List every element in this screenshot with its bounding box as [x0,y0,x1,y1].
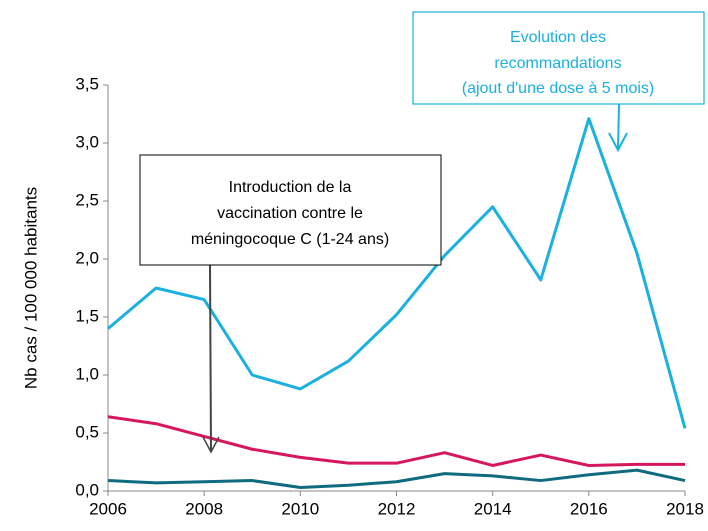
x-tick-label: 2018 [666,499,704,518]
annotation-box [139,154,442,266]
x-tick-label: 2006 [89,499,127,518]
x-tick-label: 2014 [474,499,512,518]
y-tick-label: 0,5 [75,422,99,441]
x-tick-label: 2010 [281,499,319,518]
y-axis-label: Nb cas / 100 000 habitants [21,187,40,389]
annotation-arrowhead [608,132,628,153]
annotation-text: recommandations [494,55,621,72]
y-tick-label: 2,0 [75,248,99,267]
annotation-arrowhead [202,436,220,454]
y-tick-label: 1,0 [75,364,99,383]
data-line [107,117,687,429]
y-tick-label: 3,0 [75,132,99,151]
y-tick-label: 1,5 [75,306,99,325]
annotation-text: Introduction de la [229,179,352,196]
x-tick-label: 2016 [570,499,608,518]
annotation-arrow [209,264,212,453]
x-tick-label: 2008 [185,499,223,518]
annotation-text: (ajout d'une dose à 5 mois) [462,80,655,97]
y-tick-label: 0,0 [75,480,99,499]
annotation-text: méningocoque C (1-24 ans) [191,231,389,248]
y-tick-label: 3,5 [75,74,99,93]
annotation: Evolution des recommandations (ajout d'u… [412,11,705,153]
annotation-arrow [617,103,620,151]
annotation: Introduction de la vaccination contre le… [139,154,442,454]
annotation-text: Evolution des [510,29,606,46]
x-tick-label: 2012 [378,499,416,518]
data-line [107,415,685,467]
y-tick-label: 2,5 [75,190,99,209]
annotation-box [412,11,705,105]
plot-area: 0,0 0,5 1,0 1,5 2,0 2,5 3,0 3,5 2006 2008 2010 2012… [75,74,704,518]
annotation-text: vaccination contre le [217,205,363,222]
data-line [107,468,686,490]
